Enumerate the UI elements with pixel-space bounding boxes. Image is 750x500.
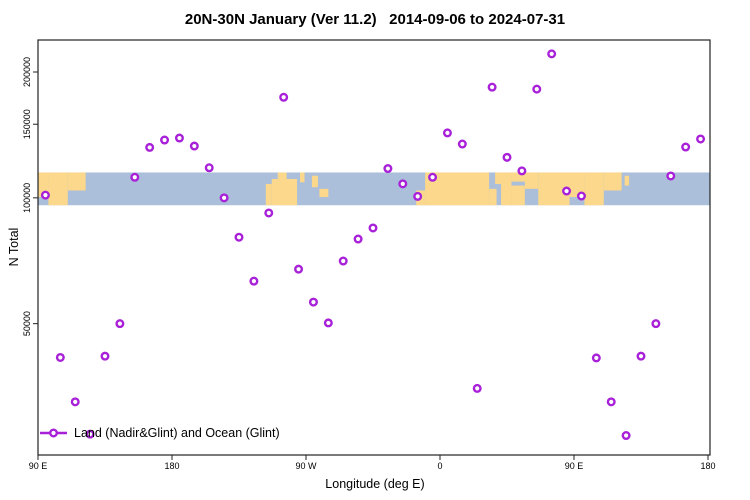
- data-point: [279, 92, 289, 102]
- data-point: [428, 172, 438, 182]
- data-point: [532, 84, 542, 94]
- data-point: [308, 297, 318, 307]
- data-point: [160, 135, 170, 145]
- land-segment: [624, 175, 630, 186]
- data-point: [189, 141, 199, 151]
- data-point: [621, 431, 631, 441]
- y-tick-label: 50000: [22, 311, 32, 336]
- y-tick-label: 100000: [22, 183, 32, 213]
- data-point: [323, 318, 333, 328]
- land-segment: [38, 172, 49, 198]
- land-segment: [48, 172, 68, 206]
- x-tick-label: 90 E: [29, 461, 48, 471]
- land-segment: [67, 172, 86, 191]
- y-tick-label: 150000: [22, 109, 32, 139]
- data-point: [338, 256, 348, 266]
- axes: 90 E 180 90 W 0 90 E 180 200000 150000 100000 500…: [22, 39, 716, 471]
- x-tick-label: 90 E: [565, 461, 584, 471]
- land-segment: [511, 185, 525, 206]
- x-tick-label: 0: [437, 461, 442, 471]
- legend-point: [49, 428, 59, 438]
- data-point: [145, 142, 155, 152]
- legend-label: Land (Nadir&Glint) and Ocean (Glint): [74, 426, 280, 440]
- x-tick-label: 180: [700, 461, 715, 471]
- land-segment: [511, 172, 531, 182]
- y-tick-label: 200000: [22, 57, 32, 87]
- data-point: [472, 383, 482, 393]
- data-point: [353, 234, 363, 244]
- data-point: [249, 276, 259, 286]
- data-point: [204, 163, 214, 173]
- data-point: [502, 152, 512, 162]
- data-point: [55, 352, 65, 362]
- land-segment: [603, 172, 622, 191]
- data-point: [398, 179, 408, 189]
- land-segment: [569, 172, 585, 198]
- map-band: [38, 172, 710, 206]
- land-segment: [524, 172, 539, 189]
- x-tick-label: 90 W: [295, 461, 317, 471]
- data-point: [264, 208, 274, 218]
- data-point: [115, 319, 125, 329]
- data-point: [130, 172, 140, 182]
- land-segment: [584, 172, 604, 206]
- data-point: [234, 232, 244, 242]
- data-point: [487, 82, 497, 92]
- data-point: [383, 164, 393, 174]
- legend-marker: [40, 428, 67, 438]
- land-segment: [271, 179, 298, 206]
- x-tick-label: 180: [164, 461, 179, 471]
- data-point: [666, 171, 676, 181]
- data-point: [576, 191, 586, 201]
- data-point: [40, 190, 50, 200]
- plot-box: [37, 39, 711, 456]
- data-point: [294, 264, 304, 274]
- data-points: [40, 49, 706, 441]
- data-point: [606, 397, 616, 407]
- data-point: [562, 186, 572, 196]
- land-segment: [311, 175, 318, 188]
- data-point: [174, 133, 184, 143]
- y-axis-title: N Total: [7, 227, 21, 267]
- chart-title: 20N-30N January (Ver 11.2) 2014-09-06 to…: [184, 11, 566, 28]
- data-point: [85, 429, 95, 439]
- data-point: [696, 134, 706, 144]
- land-segment: [495, 172, 502, 184]
- land-segment: [319, 188, 329, 198]
- data-point: [651, 319, 661, 329]
- land-segment: [300, 172, 305, 183]
- x-axis-title: Longitude (deg E): [325, 477, 425, 491]
- data-point: [70, 397, 80, 407]
- data-point: [219, 193, 229, 203]
- data-point: [636, 351, 646, 361]
- data-point: [413, 191, 423, 201]
- land-segment: [265, 183, 272, 206]
- land-segment: [277, 172, 287, 180]
- data-point: [517, 166, 527, 176]
- land-segment: [501, 172, 512, 206]
- data-point: [457, 139, 467, 149]
- land-segment: [489, 188, 497, 206]
- data-point: [591, 353, 601, 363]
- data-point: [368, 223, 378, 233]
- data-point: [100, 351, 110, 361]
- data-point: [547, 49, 557, 59]
- data-point: [681, 142, 691, 152]
- data-point: [442, 128, 452, 138]
